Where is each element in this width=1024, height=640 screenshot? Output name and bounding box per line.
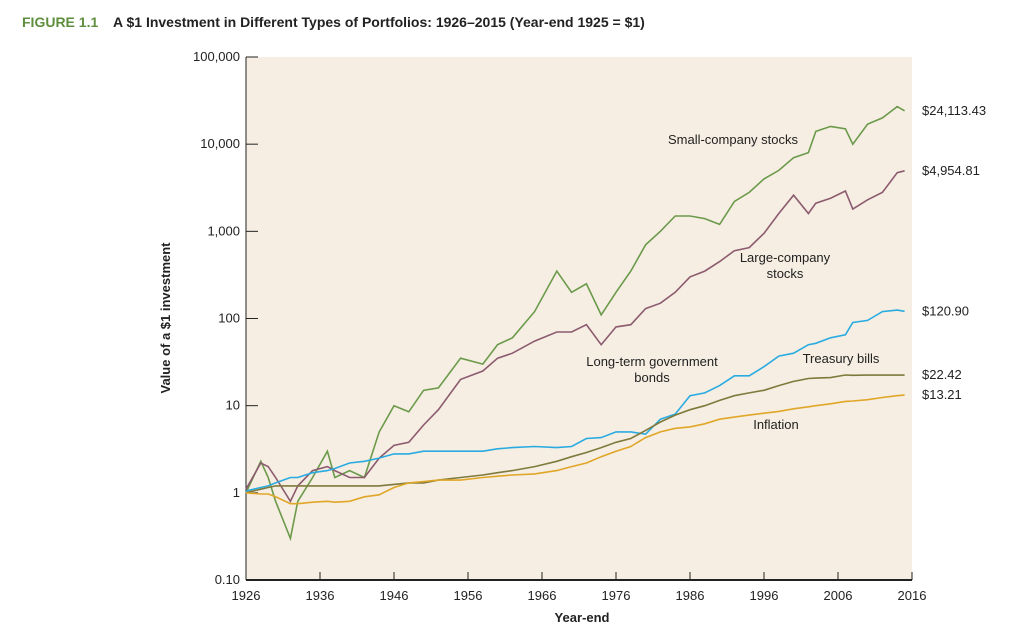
end-value-label: $4,954.81 xyxy=(922,163,980,178)
y-tick-label: 10 xyxy=(226,398,240,413)
y-tick-label: 0.10 xyxy=(215,572,240,587)
series-line xyxy=(245,309,905,492)
x-tick-label: 1956 xyxy=(454,588,483,603)
series-label: Long-term government bonds xyxy=(586,354,718,385)
y-axis-label: Value of a $1 investment xyxy=(158,242,173,394)
chart-title: A $1 Investment in Different Types of Po… xyxy=(113,14,645,30)
end-value-label: $22.42 xyxy=(922,367,962,382)
x-tick-label: 1976 xyxy=(602,588,631,603)
end-value-label: $24,113.43 xyxy=(922,103,986,118)
series-label: Large-company stocks xyxy=(739,250,831,281)
y-tick-label: 1 xyxy=(233,485,240,500)
figure-label: FIGURE 1.1 xyxy=(22,14,98,30)
series-label: Inflation xyxy=(753,417,799,432)
y-tick-label: 100 xyxy=(218,311,240,326)
x-tick-label: 2006 xyxy=(824,588,853,603)
y-tick-label: 1,000 xyxy=(207,223,240,238)
x-tick-label: 1946 xyxy=(380,588,409,603)
series-line xyxy=(245,374,905,494)
x-tick-label: 1986 xyxy=(676,588,705,603)
x-tick-label: 1996 xyxy=(750,588,779,603)
plot-background xyxy=(246,57,912,580)
end-value-label: $120.90 xyxy=(922,303,969,318)
y-tick-label: 100,000 xyxy=(193,49,240,64)
series-line xyxy=(245,394,905,505)
series-label: Small-company stocks xyxy=(667,132,799,147)
x-axis-label: Year-end xyxy=(555,610,610,625)
x-tick-label: 1966 xyxy=(528,588,557,603)
y-tick-label: 10,000 xyxy=(200,136,240,151)
series-label: Treasury bills xyxy=(802,351,880,366)
x-tick-label: 1926 xyxy=(232,588,261,603)
end-value-label: $13.21 xyxy=(922,387,962,402)
x-tick-label: 1936 xyxy=(306,588,335,603)
x-tick-label: 2016 xyxy=(898,588,927,603)
